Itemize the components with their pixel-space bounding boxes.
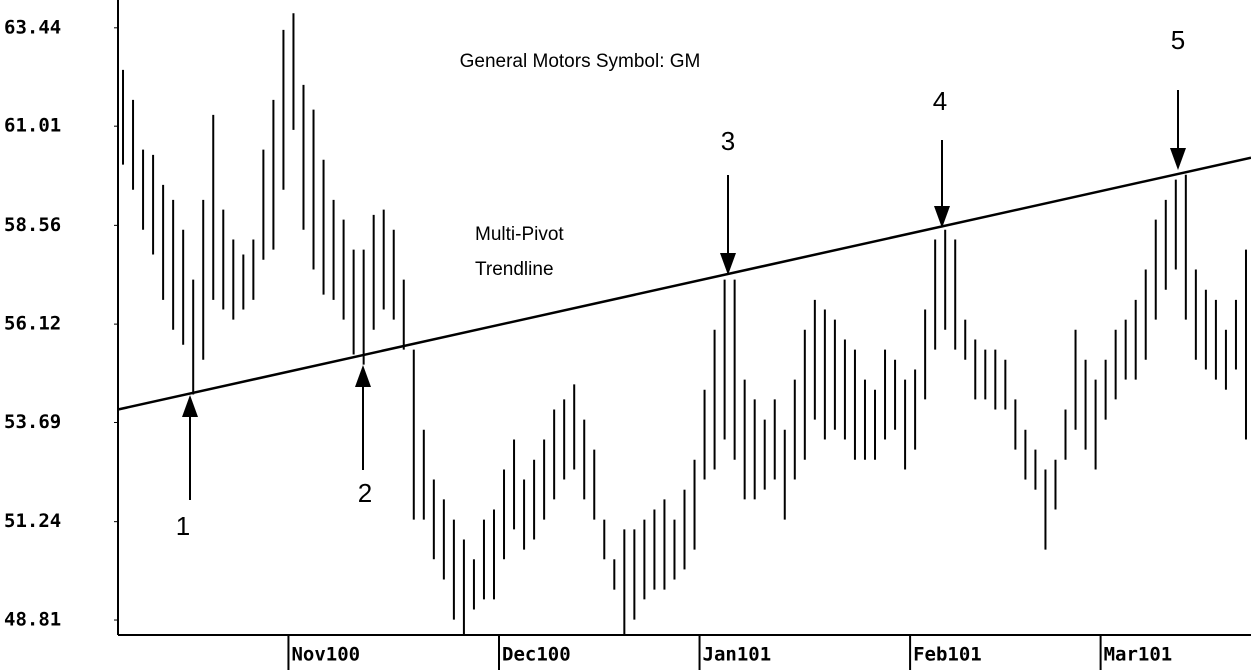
y-tick-label: 48.81	[4, 609, 61, 631]
chart-title: General Motors Symbol: GM	[460, 51, 701, 72]
y-tick-label: 61.01	[4, 115, 61, 137]
trendline	[117, 156, 1251, 411]
y-tick-label: 51.24	[4, 510, 61, 532]
y-tick-label: 56.12	[4, 313, 61, 335]
x-tick-label: Jan101	[703, 644, 772, 666]
y-tick-label: 63.44	[4, 16, 61, 38]
arrow-head	[1170, 148, 1186, 170]
trendline-label: Multi-Pivot	[475, 224, 564, 245]
trendline-label: Trendline	[475, 259, 554, 280]
pivot-label: 2	[358, 478, 372, 508]
arrow-head	[182, 395, 198, 417]
arrow-head	[934, 206, 950, 228]
arrow-head	[355, 365, 371, 387]
pivot-label: 4	[933, 86, 947, 116]
y-tick-label: 53.69	[4, 411, 61, 433]
arrow-head	[720, 253, 736, 275]
x-tick-label: Feb101	[913, 644, 982, 666]
x-tick-label: Mar101	[1104, 644, 1173, 666]
pivot-label: 3	[721, 126, 735, 156]
y-tick-label: 58.56	[4, 214, 61, 236]
pivot-label: 5	[1171, 25, 1185, 55]
x-tick-label: Nov100	[291, 644, 360, 666]
x-tick-label: Dec100	[502, 644, 571, 666]
pivot-label: 1	[176, 511, 190, 541]
